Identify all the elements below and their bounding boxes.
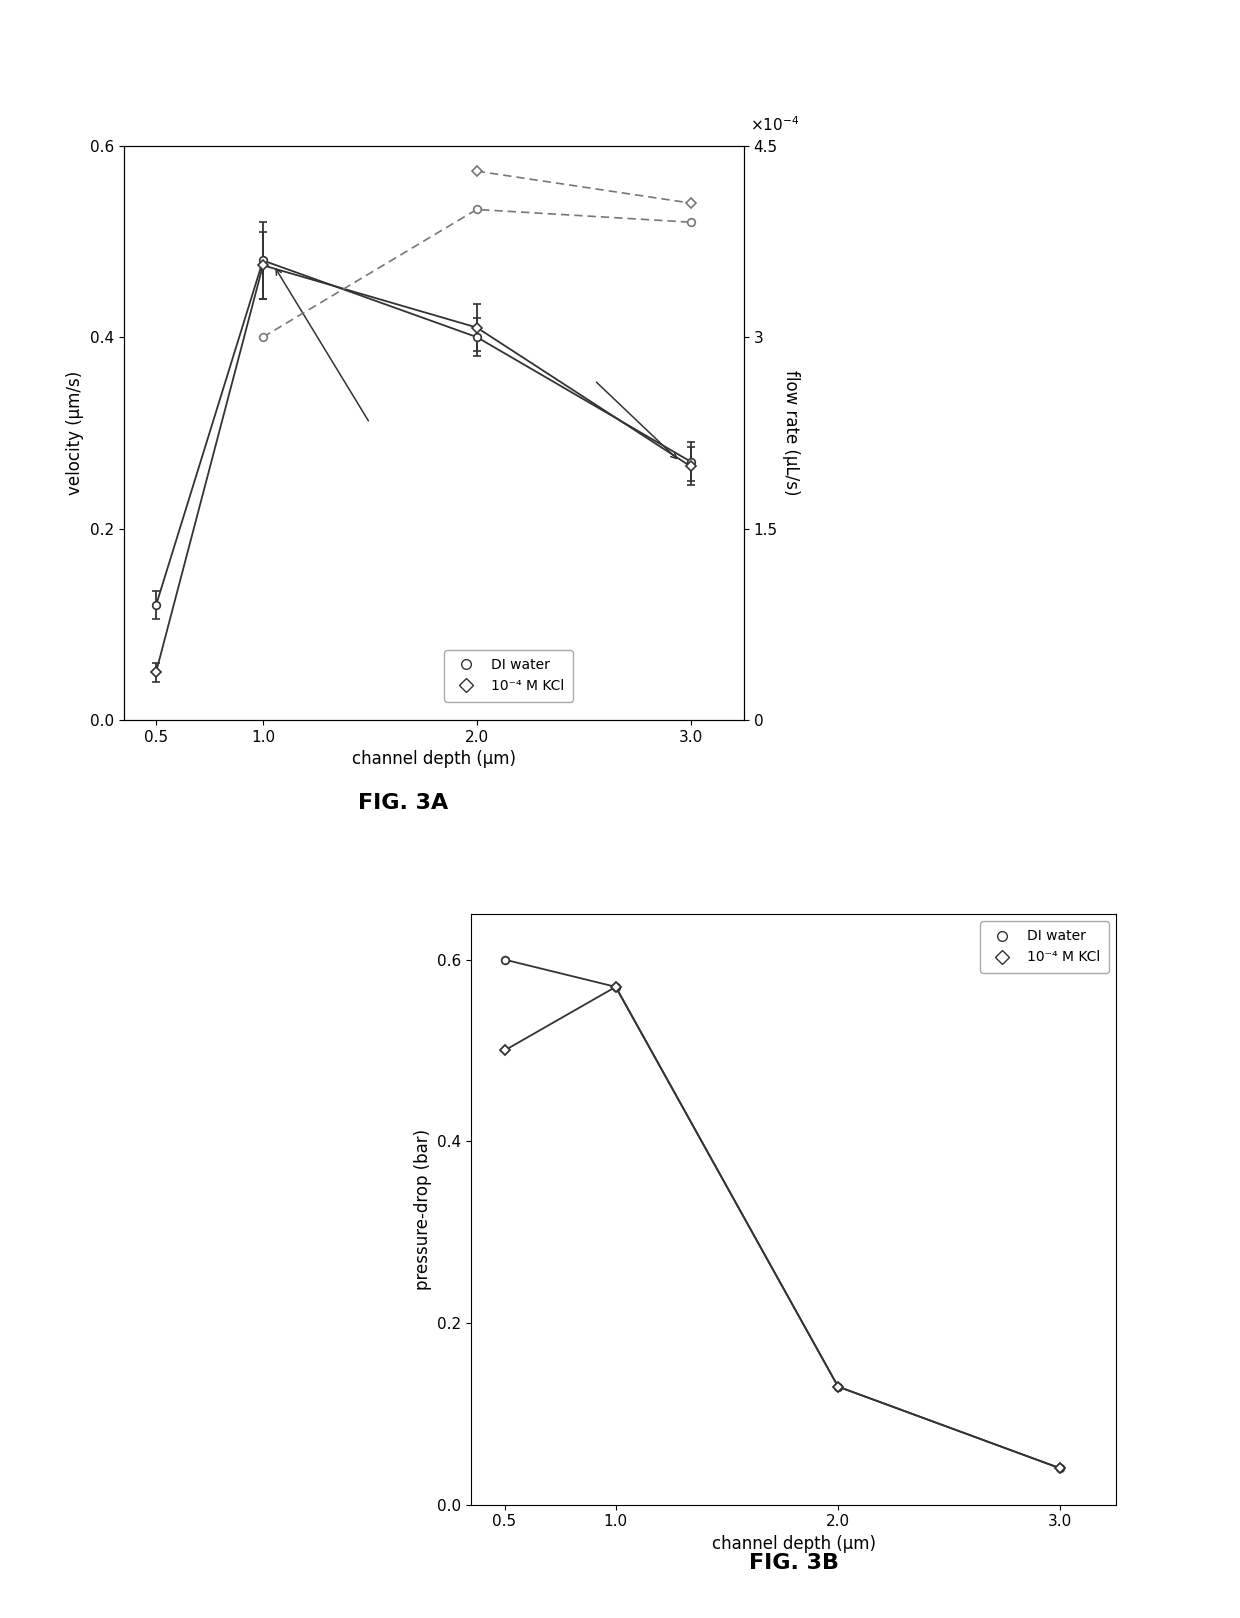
- Text: $\times10^{-4}$: $\times10^{-4}$: [750, 115, 800, 134]
- Text: FIG. 3A: FIG. 3A: [358, 793, 448, 812]
- Y-axis label: velocity (μm/s): velocity (μm/s): [67, 371, 84, 495]
- Legend: DI water, 10⁻⁴ M KCl: DI water, 10⁻⁴ M KCl: [981, 921, 1109, 972]
- Y-axis label: flow rate (μL/s): flow rate (μL/s): [782, 371, 800, 495]
- Y-axis label: pressure-drop (bar): pressure-drop (bar): [414, 1129, 432, 1290]
- Legend: DI water, 10⁻⁴ M KCl: DI water, 10⁻⁴ M KCl: [444, 650, 573, 702]
- Text: FIG. 3B: FIG. 3B: [749, 1553, 838, 1573]
- X-axis label: channel depth (μm): channel depth (μm): [352, 751, 516, 769]
- X-axis label: channel depth (μm): channel depth (μm): [712, 1535, 875, 1553]
